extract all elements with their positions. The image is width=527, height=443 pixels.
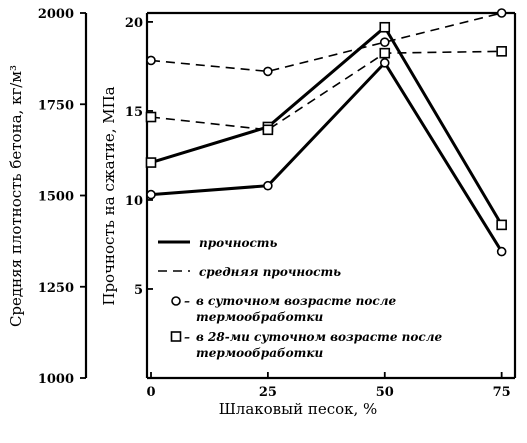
right-axis-title: Прочность на сжатие, МПа: [100, 86, 118, 305]
series-line-3: [150, 50, 502, 131]
x-axis-tick-label: 25: [259, 385, 277, 400]
legend-label-square-line2: термообработки: [196, 346, 323, 360]
data-point-square: [496, 46, 507, 57]
left-axis-tick-label: 1500: [38, 190, 74, 205]
series-line-0: [150, 60, 503, 253]
data-point-circle: [496, 246, 507, 257]
data-point-square: [145, 157, 157, 168]
series-layer: [145, 8, 507, 257]
strength-axis-tick-label: 5: [134, 283, 143, 298]
legend-label-strength: прочность: [199, 236, 277, 250]
left-axis-tick-label: 2000: [38, 7, 74, 22]
legend-label-square-line1: в 28-ми суточном возрасте после: [196, 330, 442, 344]
x-axis-tick-label: 50: [376, 385, 394, 400]
x-axis-tick-label: 75: [493, 385, 511, 400]
left-axis-tick-label: 1750: [38, 98, 74, 113]
left-axis-tick-label: 1000: [38, 372, 74, 387]
data-point-circle: [146, 55, 156, 66]
data-point-square: [379, 47, 391, 59]
data-point-square: [262, 124, 274, 136]
strength-axis-tick-label: 10: [125, 194, 143, 209]
left-axis-tick-label: 1250: [38, 281, 74, 296]
data-point-circle: [146, 189, 156, 200]
legend-square-symbol: [170, 331, 182, 342]
data-point-circle: [379, 37, 390, 48]
series-line-2: [150, 12, 502, 73]
data-point-circle: [263, 66, 273, 77]
legend-dash-square: –: [184, 330, 190, 344]
data-point-circle: [496, 8, 507, 18]
left-axis-title: Средняя плотность бетона, кг/м³: [7, 65, 25, 327]
legend-circle-symbol: [171, 296, 181, 306]
axis-titles: Шлаковый песок, % Средняя плотность бетон…: [7, 65, 377, 418]
strength-axis-tick-label: 15: [125, 105, 143, 120]
legend-label-circle-line1: в суточном возрасте после: [196, 294, 397, 308]
data-point-square: [496, 219, 507, 231]
data-point-square: [379, 21, 391, 33]
legend-label-circle-line2: термообработки: [196, 310, 323, 324]
legend-dash-circle: –: [184, 294, 190, 308]
data-point-circle: [263, 180, 273, 191]
legend-label-avg-strength: средняя прочность: [199, 265, 341, 279]
data-point-square: [145, 111, 157, 123]
data-point-circle: [379, 58, 390, 68]
strength-axis-tick-label: 20: [125, 16, 143, 31]
x-axis-tick-label: 0: [146, 385, 155, 400]
series-line-1: [150, 24, 503, 226]
x-axis-title: Шлаковый песок, %: [219, 400, 378, 418]
